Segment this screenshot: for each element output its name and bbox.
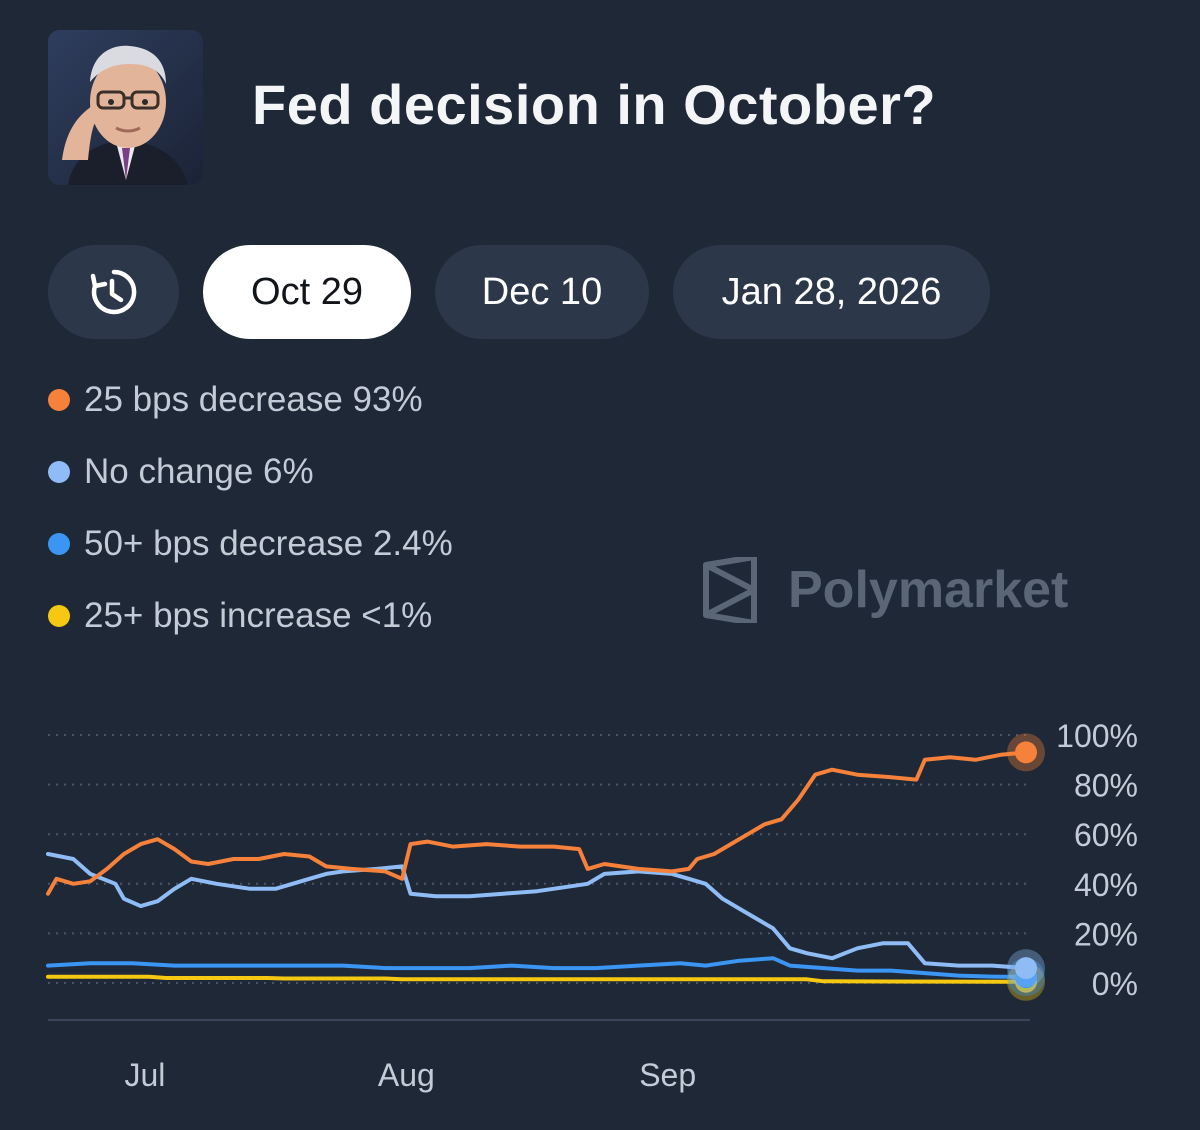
legend-dot-yellow [48, 605, 70, 627]
legend-dot-orange [48, 389, 70, 411]
tab-jan-28-2026[interactable]: Jan 28, 2026 [673, 245, 990, 339]
watermark-text: Polymarket [788, 561, 1069, 619]
y-tick-label: 80% [1074, 768, 1138, 804]
tab-dec-10[interactable]: Dec 10 [435, 245, 649, 339]
polymarket-logo-icon [703, 557, 757, 623]
avatar [48, 30, 203, 185]
chart-gridlines [48, 734, 1030, 984]
y-tick-label: 100% [1056, 718, 1138, 754]
page-title: Fed decision in October? [252, 73, 937, 136]
tab-history[interactable] [48, 245, 179, 339]
series-line [46, 852, 1028, 971]
x-tick-label: Aug [378, 1057, 435, 1093]
tab-oct-29[interactable]: Oct 29 [203, 245, 411, 339]
legend-dot-light-blue [48, 461, 70, 483]
chart-series [46, 750, 1028, 984]
y-tick-label: 60% [1074, 817, 1138, 853]
end-marker-point [1015, 957, 1037, 980]
legend-dot-blue [48, 533, 70, 555]
end-marker-point [1015, 741, 1037, 764]
x-axis-ticks: Jul Aug Sep [125, 1057, 697, 1093]
line-chart: 100% 80% 60% 40% 20% 0% Jul Aug Sep [46, 718, 1138, 1093]
y-tick-label: 20% [1074, 916, 1138, 952]
legend-item-50bps-decrease: 50+ bps decrease 2.4% [48, 524, 453, 564]
y-tick-label: 40% [1074, 867, 1138, 903]
chart-end-markers [1007, 733, 1045, 1001]
x-tick-label: Sep [639, 1057, 696, 1093]
legend-label: 50+ bps decrease 2.4% [84, 524, 453, 563]
history-clock-icon [90, 269, 136, 315]
portrait-photo [48, 30, 203, 185]
series-line [46, 956, 1028, 979]
legend-label: No change 6% [84, 452, 314, 491]
y-axis-ticks: 100% 80% 60% 40% 20% 0% [1056, 718, 1138, 1002]
legend-label: 25+ bps increase <1% [84, 596, 433, 635]
legend-item-25bps-decrease: 25 bps decrease 93% [48, 380, 423, 420]
series-line [46, 974, 1028, 984]
legend-item-25bps-increase: 25+ bps increase <1% [48, 596, 432, 636]
x-tick-label: Jul [125, 1057, 166, 1093]
y-tick-label: 0% [1092, 966, 1138, 1002]
legend-label: 25 bps decrease 93% [84, 380, 423, 419]
legend-item-no-change: No change 6% [48, 452, 314, 492]
series-line [46, 750, 1028, 896]
polymarket-watermark: Polymarket [700, 555, 1068, 625]
